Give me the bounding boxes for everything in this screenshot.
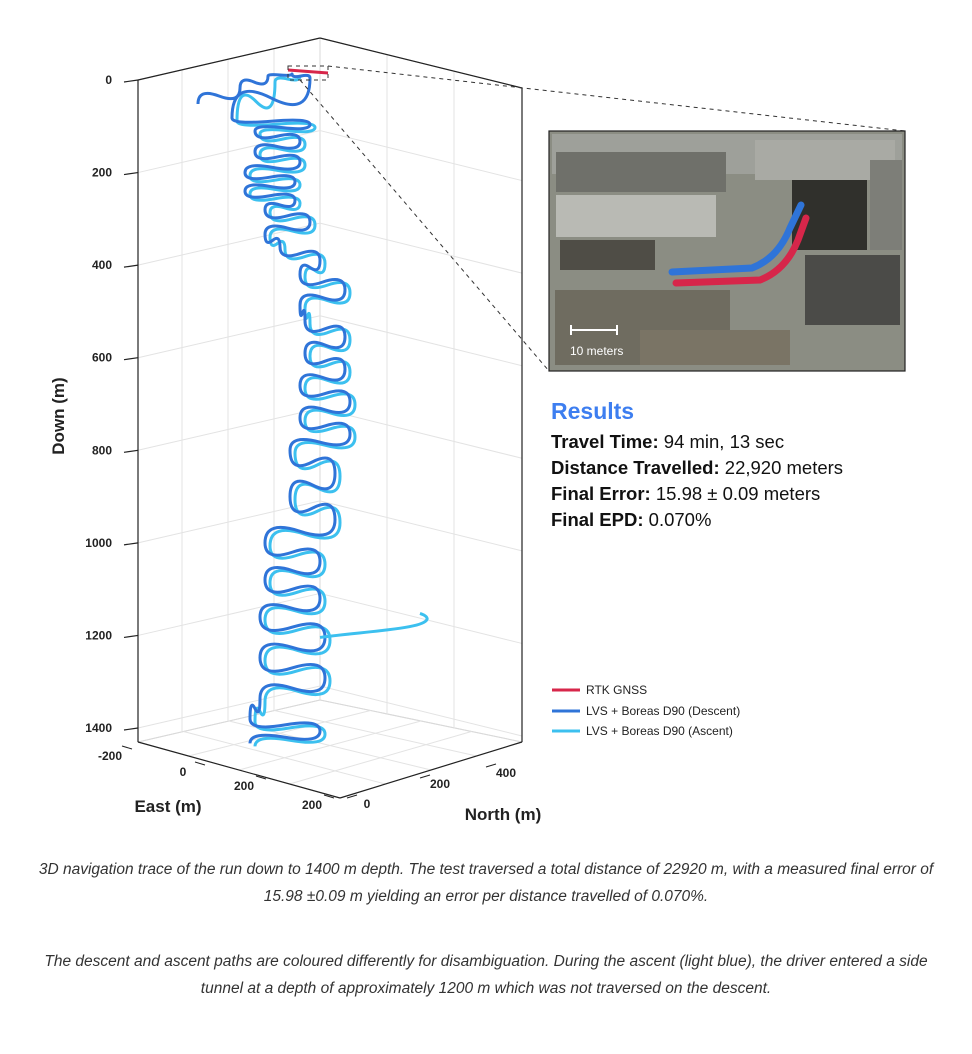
down-tick-mark [123,634,139,639]
gridline-down [319,130,523,182]
down-tick-mark [123,264,139,268]
caption-colour-note: The descent and ascent paths are coloure… [44,953,928,997]
east-tick-mark [121,745,133,750]
zoom-callout-lines [287,65,906,372]
result-travel-time: Travel Time: 94 min, 13 sec [551,431,785,452]
north-tick-mark [419,774,431,779]
gridline-floor [274,710,477,757]
gridline-down [319,407,523,459]
north-axis-ticks: 0 200 400 [346,763,516,811]
north-tick-label: 0 [364,797,371,811]
axis-lines [137,37,523,799]
rtk-gnss-trace [287,68,329,75]
inset-scale-label: 10 meters [570,344,623,358]
descent-trace [196,72,352,744]
gridline-down [319,500,523,552]
east-tick-label: -200 [98,749,122,763]
north-tick-mark [346,794,358,799]
results-title: Results [551,398,635,424]
legend-label: LVS + Boreas D90 (Descent) [586,704,740,718]
down-tick-label: 1200 [85,628,112,642]
gridline-down [137,592,321,636]
down-tick-mark [123,357,139,361]
result-final-epd: Final EPD: 0.070% [551,509,712,530]
down-tick-mark [123,449,139,453]
down-tick-mark [123,542,139,546]
figure: 0 200 400 600 800 1000 1200 1400 -200 0 200 200 0 2… [49,37,906,824]
gridline-down [137,500,321,544]
north-axis-label: North (m) [465,805,541,824]
gridline-down [137,315,321,359]
east-tick-mark [323,794,335,799]
down-tick-label: 800 [92,443,112,457]
down-tick-mark [123,79,139,83]
down-tick-label: 600 [92,351,112,365]
down-tick-label: 1000 [85,536,112,550]
north-tick-label: 200 [430,777,450,791]
inset-map: 10 meters [548,130,906,372]
east-tick-label: 200 [302,798,322,812]
east-axis-label: East (m) [134,797,201,816]
gridline-down [319,222,523,274]
legend-label: LVS + Boreas D90 (Ascent) [586,724,733,738]
down-tick-label: 400 [92,258,112,272]
down-tick-mark [123,171,139,176]
down-tick-label: 200 [92,166,112,180]
down-tick-mark [123,727,139,731]
east-tick-label: 0 [180,765,187,779]
gridline-down [319,685,523,737]
gridline-floor [289,731,472,785]
gridline-down [319,592,523,644]
trajectory-traces [196,68,429,747]
legend: RTK GNSS LVS + Boreas D90 (Descent) LVS + … [552,683,740,738]
gridline-down [137,685,321,729]
north-tick-mark [485,763,497,768]
down-tick-label: 1400 [85,721,112,735]
north-tick-label: 400 [496,766,516,780]
gridline-down [319,315,523,367]
east-tick-mark [194,761,206,766]
east-tick-label: 200 [234,779,254,793]
down-axis-label: Down (m) [49,377,68,454]
side-tunnel-trace [319,612,429,639]
east-tick-mark [255,775,267,780]
gridlines [137,37,523,785]
chart-3d: 0 200 400 600 800 1000 1200 1400 -200 0 200 200 0 2… [49,37,906,824]
gridline-floor [238,720,422,771]
caption-summary: 3D navigation trace of the run down to 1… [38,861,934,905]
results-panel: Results Travel Time: 94 min, 13 sec Dist… [551,398,951,533]
down-axis-ticks: 0 200 400 600 800 1000 1200 1400 [85,73,139,735]
legend-label: RTK GNSS [586,683,647,697]
result-final-error: Final Error: 15.98 ± 0.09 meters [551,483,821,504]
gridline-down [137,407,321,451]
down-tick-label: 0 [105,73,112,87]
result-distance: Distance Travelled: 22,920 meters [551,457,844,478]
east-axis-ticks: -200 0 200 200 [98,745,335,812]
